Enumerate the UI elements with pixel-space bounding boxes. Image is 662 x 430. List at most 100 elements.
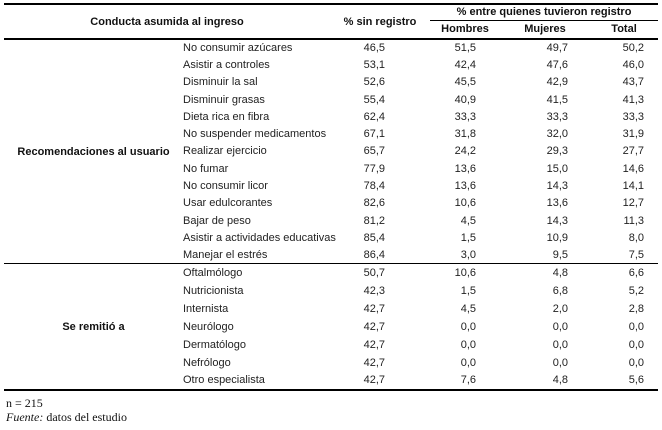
source-label: Fuente: [6, 409, 44, 424]
value-hombres: 13,6 [454, 162, 477, 175]
row-label: No consumir licor [183, 180, 268, 193]
value-hombres: 4,5 [460, 302, 477, 315]
row-label: Nefrólogo [183, 356, 231, 369]
row-label: Disminuir la sal [183, 76, 258, 89]
value-total: 7,5 [628, 248, 645, 261]
value-total: 14,6 [622, 162, 645, 175]
value-total: 33,3 [622, 110, 645, 123]
table-row: Disminuir grasas 55,4 40,9 41,5 41,3 [4, 91, 658, 108]
col-header-mujeres: Mujeres [524, 23, 566, 36]
value-mujeres: 10,9 [546, 231, 569, 244]
value-total: 6,6 [628, 267, 645, 280]
value-sin-registro: 42,3 [363, 284, 386, 297]
row-label: No suspender medicamentos [183, 128, 327, 141]
row-label: Otro especialista [183, 374, 265, 387]
table-row: Se remitió a Oftalmólogo 50,7 10,6 4,8 6,6 [4, 264, 658, 333]
value-sin-registro: 85,4 [363, 231, 386, 244]
value-total: 50,2 [622, 42, 645, 55]
table-row: Manejar el estrés 86,4 3,0 9,5 7,5 [4, 247, 658, 264]
value-total: 8,0 [628, 231, 645, 244]
value-sin-registro: 67,1 [363, 128, 386, 141]
table-row: Bajar de peso 81,2 4,5 14,3 11,3 [4, 212, 658, 229]
row-label: Manejar el estrés [183, 248, 268, 261]
row-label: Usar edulcorantes [183, 197, 273, 210]
row-label: Dieta rica en fibra [183, 110, 270, 123]
table-row: Recomendaciones al usuario No consumir az… [4, 39, 658, 158]
value-hombres: 10,6 [454, 267, 477, 280]
value-total: 2,8 [628, 302, 645, 315]
source-text: datos del estudio [43, 409, 127, 424]
table-row: Dermatólogo 42,7 0,0 0,0 0,0 [4, 336, 658, 354]
table-row: No fumar 77,9 13,6 15,0 14,6 [4, 160, 658, 177]
data-table: Conducta asumida al ingreso % sin regist… [4, 3, 659, 391]
value-total: 41,3 [622, 93, 645, 106]
value-mujeres: 4,8 [552, 267, 569, 280]
col-header-hombres: Hombres [441, 23, 489, 36]
value-hombres: 0,0 [460, 356, 477, 369]
value-mujeres: 41,5 [546, 93, 569, 106]
value-hombres: 7,6 [460, 374, 477, 387]
value-sin-registro: 62,4 [363, 110, 386, 123]
header-row-top: Conducta asumida al ingreso % sin regist… [4, 4, 659, 28]
value-hombres: 33,3 [454, 110, 477, 123]
value-total: 0,0 [628, 338, 645, 351]
value-sin-registro: 42,7 [363, 356, 386, 369]
row-label: Disminuir grasas [183, 93, 265, 106]
col-header-sin-registro: % sin registro [343, 15, 417, 28]
value-mujeres: 42,9 [546, 76, 569, 89]
value-hombres: 45,5 [454, 76, 477, 89]
row-label: Asistir a actividades educativas [183, 231, 336, 244]
value-sin-registro: 42,7 [363, 338, 386, 351]
value-mujeres: 0,0 [552, 338, 569, 351]
value-sin-registro: 42,7 [363, 374, 386, 387]
value-mujeres: 33,3 [546, 110, 569, 123]
source-note: Fuente: datos del estudio [6, 409, 127, 425]
table-row: Otro especialista 42,7 7,6 4,8 5,6 [4, 372, 658, 390]
table-row: Dieta rica en fibra 62,4 33,3 33,3 33,3 [4, 108, 658, 125]
value-mujeres: 14,3 [546, 214, 569, 227]
value-mujeres: 32,0 [546, 128, 569, 141]
value-sin-registro: 81,2 [363, 214, 386, 227]
table-row: Usar edulcorantes 82,6 10,6 13,6 12,7 [4, 195, 658, 212]
value-total: 14,1 [622, 180, 645, 193]
row-label: Dermatólogo [183, 338, 246, 351]
value-mujeres: 0,0 [552, 356, 569, 369]
value-mujeres: 14,3 [546, 180, 569, 193]
value-hombres: 0,0 [460, 338, 477, 351]
table-row: Realizar ejercicio 65,7 24,2 29,3 27,7 [4, 143, 658, 160]
value-mujeres: 29,3 [546, 145, 569, 158]
value-mujeres: 15,0 [546, 162, 569, 175]
group-label: Recomendaciones al usuario [17, 145, 170, 158]
value-hombres: 0,0 [460, 320, 477, 333]
row-label: No fumar [183, 162, 229, 175]
value-total: 5,6 [628, 374, 645, 387]
value-total: 46,0 [622, 58, 645, 71]
row-label: Nutricionista [183, 284, 244, 297]
col-header-registro-span: % entre quienes tuvieron registro [430, 4, 659, 21]
row-label: Neurólogo [183, 320, 234, 333]
row-label: Asistir a controles [183, 58, 270, 71]
table-row: Internista 42,7 4,5 2,0 2,8 [4, 300, 658, 318]
row-label: No consumir azúcares [183, 42, 293, 55]
table-row: No suspender medicamentos 67,1 31,8 32,0 31,… [4, 125, 658, 142]
table-row: Neurólogo 42,7 0,0 0,0 0,0 [4, 318, 658, 336]
value-hombres: 31,8 [454, 128, 477, 141]
value-sin-registro: 82,6 [363, 197, 386, 210]
value-total: 31,9 [622, 128, 645, 141]
value-total: 0,0 [628, 356, 645, 369]
value-mujeres: 13,6 [546, 197, 569, 210]
value-hombres: 51,5 [454, 42, 477, 55]
value-total: 11,3 [623, 214, 645, 227]
value-mujeres: 0,0 [552, 320, 569, 333]
value-sin-registro: 42,7 [363, 320, 386, 333]
table-row: Nefrólogo 42,7 0,0 0,0 0,0 [4, 354, 658, 372]
sample-size-note: n = 215 [6, 396, 43, 410]
value-mujeres: 4,8 [552, 374, 569, 387]
value-total: 27,7 [622, 145, 645, 158]
row-label: Bajar de peso [183, 214, 251, 227]
value-hombres: 4,5 [460, 214, 477, 227]
value-total: 12,7 [622, 197, 645, 210]
row-label: Oftalmólogo [183, 267, 243, 280]
row-label: Realizar ejercicio [183, 145, 267, 158]
